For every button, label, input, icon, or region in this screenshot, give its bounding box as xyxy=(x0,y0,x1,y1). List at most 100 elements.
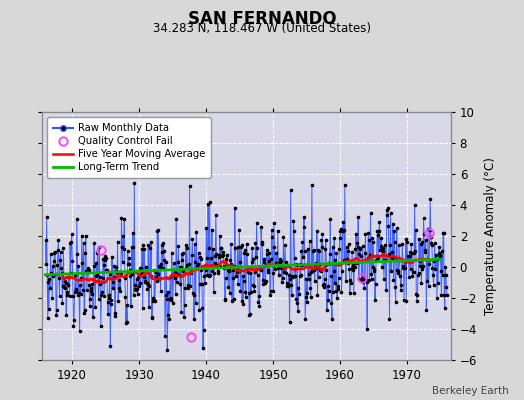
Text: 34.283 N, 118.467 W (United States): 34.283 N, 118.467 W (United States) xyxy=(153,22,371,35)
Point xyxy=(227,260,236,267)
Point xyxy=(275,272,283,278)
Point xyxy=(341,182,349,188)
Point xyxy=(113,270,121,276)
Point xyxy=(302,275,311,282)
Point xyxy=(325,260,333,266)
Point xyxy=(290,255,299,261)
Point xyxy=(200,273,209,279)
Point xyxy=(294,308,302,314)
Point xyxy=(369,238,377,245)
Point xyxy=(247,258,256,265)
Point xyxy=(147,239,155,246)
Point xyxy=(345,241,353,248)
Point xyxy=(285,271,293,278)
Point xyxy=(441,305,449,311)
Point xyxy=(166,274,174,280)
Point xyxy=(183,262,192,268)
Point xyxy=(245,290,253,296)
Point xyxy=(68,258,77,264)
Point xyxy=(307,294,315,300)
Point xyxy=(331,280,339,286)
Point xyxy=(348,248,356,255)
Point xyxy=(113,238,122,245)
Point xyxy=(232,273,240,279)
Point xyxy=(210,270,219,276)
Point xyxy=(353,260,362,266)
Point xyxy=(254,272,262,278)
Point xyxy=(269,270,277,276)
Point xyxy=(73,216,81,222)
Point xyxy=(250,287,258,294)
Point xyxy=(359,278,367,285)
Point xyxy=(365,237,373,243)
Point xyxy=(248,245,256,252)
Point xyxy=(242,294,250,300)
Point xyxy=(211,260,219,267)
Point xyxy=(46,284,54,291)
Point xyxy=(127,302,135,309)
Point xyxy=(95,274,104,280)
Point xyxy=(309,248,317,254)
Point xyxy=(107,297,116,303)
Point xyxy=(352,231,360,237)
Point xyxy=(75,290,83,296)
Point xyxy=(95,244,103,250)
Point xyxy=(122,302,130,308)
Point xyxy=(206,263,215,270)
Point xyxy=(52,307,61,313)
Point xyxy=(206,271,214,278)
Point xyxy=(434,280,442,286)
Point xyxy=(293,262,302,268)
Point xyxy=(44,279,52,286)
Point xyxy=(351,264,359,270)
Point xyxy=(357,277,366,284)
Point xyxy=(258,277,267,284)
Point xyxy=(375,219,384,225)
Point xyxy=(368,235,376,241)
Point xyxy=(326,216,334,222)
Point xyxy=(94,296,103,302)
Point xyxy=(105,271,114,277)
Point xyxy=(304,246,312,252)
Point xyxy=(315,261,324,267)
Point xyxy=(266,288,275,294)
Point xyxy=(365,277,374,284)
Point xyxy=(224,265,233,271)
Point xyxy=(138,246,146,252)
Point xyxy=(82,233,90,239)
Point xyxy=(73,250,82,257)
Point xyxy=(184,285,192,291)
Point xyxy=(381,242,389,248)
Point xyxy=(74,292,82,298)
Point xyxy=(248,256,257,262)
Point xyxy=(119,246,128,252)
Point xyxy=(237,244,245,250)
Point xyxy=(279,275,287,282)
Point xyxy=(176,264,184,270)
Point xyxy=(167,297,175,303)
Point xyxy=(116,287,125,294)
Point xyxy=(379,245,388,252)
Point xyxy=(432,252,440,258)
Point xyxy=(143,280,151,286)
Point xyxy=(273,260,281,266)
Point xyxy=(324,296,332,303)
Point xyxy=(278,279,286,286)
Point xyxy=(101,257,110,264)
Point xyxy=(354,244,362,250)
Point xyxy=(124,248,132,255)
Point xyxy=(57,248,65,255)
Point xyxy=(177,308,185,315)
Point xyxy=(91,304,100,310)
Point xyxy=(184,282,193,289)
Point xyxy=(351,246,359,252)
Point xyxy=(237,242,246,248)
Point xyxy=(134,291,142,298)
Point xyxy=(178,251,186,257)
Point xyxy=(233,244,242,250)
Point xyxy=(421,247,430,254)
Point xyxy=(135,272,143,278)
Point xyxy=(153,228,161,234)
Point xyxy=(126,267,134,273)
Point xyxy=(413,292,422,298)
